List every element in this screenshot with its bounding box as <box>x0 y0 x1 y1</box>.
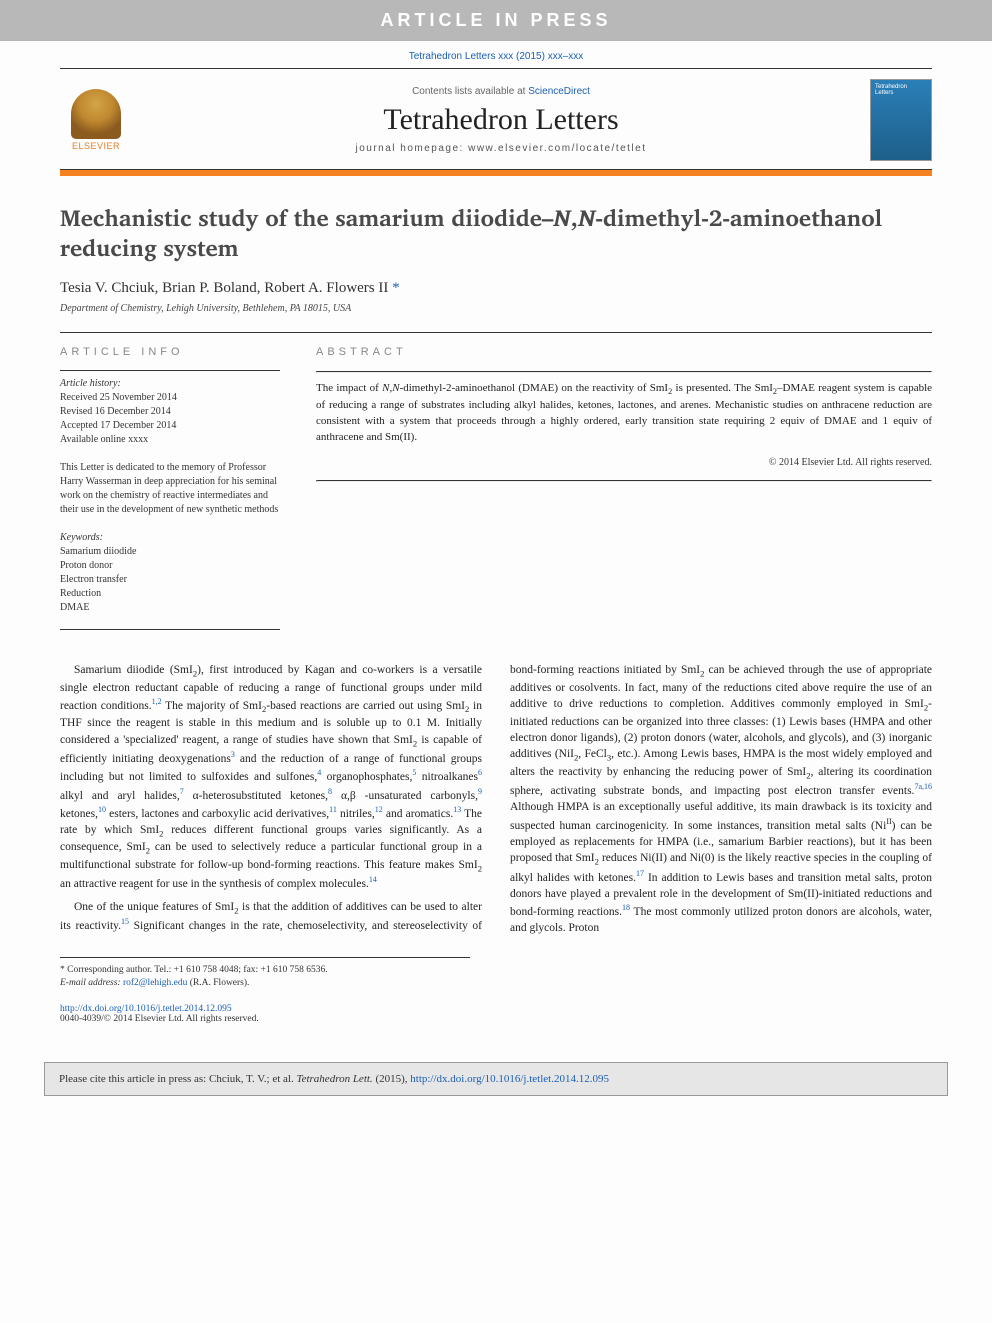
rule-abstract-bottom <box>316 480 932 482</box>
journal-name: Tetrahedron Letters <box>132 103 870 137</box>
online-date: Available online xxxx <box>60 434 148 445</box>
abstract-copyright: © 2014 Elsevier Ltd. All rights reserved… <box>316 456 932 471</box>
homepage-prefix: journal homepage: <box>355 143 468 154</box>
dedication: This Letter is dedicated to the memory o… <box>60 461 280 517</box>
elsevier-label: ELSEVIER <box>72 141 120 151</box>
citation-box: Please cite this article in press as: Ch… <box>44 1062 948 1096</box>
abstract-column: abstract The impact of N,N-dimethyl-2-am… <box>316 345 932 636</box>
homepage-line: journal homepage: www.elsevier.com/locat… <box>132 143 870 154</box>
article-title: Mechanistic study of the samarium diiodi… <box>60 204 932 264</box>
cite-journal: Tetrahedron Lett. <box>296 1073 372 1085</box>
doi-link[interactable]: http://dx.doi.org/10.1016/j.tetlet.2014.… <box>60 1004 232 1014</box>
cite-prefix: Please cite this article in press as: Ch… <box>59 1073 296 1085</box>
body-text: Samarium diiodide (SmI2), first introduc… <box>60 662 932 938</box>
email-line: E-mail address: rof2@lehigh.edu (R.A. Fl… <box>60 977 470 990</box>
author-list: Tesia V. Chciuk, Brian P. Boland, Robert… <box>60 280 932 297</box>
keyword: Electron transfer <box>60 574 127 585</box>
cover-thumb-title: Tetrahedron Letters <box>875 84 927 96</box>
homepage-url[interactable]: www.elsevier.com/locate/tetlet <box>468 143 646 154</box>
citation-line: Tetrahedron Letters xxx (2015) xxx–xxx <box>0 41 992 68</box>
article-history: Article history: Received 25 November 20… <box>60 377 280 447</box>
authors-text: Tesia V. Chciuk, Brian P. Boland, Robert… <box>60 280 388 296</box>
email-name: (R.A. Flowers). <box>190 978 250 988</box>
accepted-date: Accepted 17 December 2014 <box>60 420 176 431</box>
article-info-heading: article info <box>60 345 280 360</box>
orange-accent-bar <box>60 170 932 176</box>
rule-above-info <box>60 332 932 333</box>
email-link[interactable]: rof2@lehigh.edu <box>123 978 187 988</box>
contents-line: Contents lists available at ScienceDirec… <box>132 86 870 97</box>
rule-info <box>60 370 280 371</box>
footnotes: * Corresponding author. Tel.: +1 610 758… <box>60 957 470 991</box>
cite-year: (2015), <box>373 1073 411 1085</box>
keyword: Proton donor <box>60 560 113 571</box>
journal-cover-thumbnail[interactable]: Tetrahedron Letters <box>870 79 932 161</box>
rule-info-bottom <box>60 629 280 630</box>
revised-date: Revised 16 December 2014 <box>60 406 171 417</box>
corresponding-mark[interactable]: * <box>392 280 400 296</box>
email-label: E-mail address: <box>60 978 121 988</box>
article-in-press-banner: ARTICLE IN PRESS <box>0 0 992 41</box>
doi-block: http://dx.doi.org/10.1016/j.tetlet.2014.… <box>60 1004 470 1024</box>
article-info-column: article info Article history: Received 2… <box>60 345 280 636</box>
rule-abstract <box>316 371 932 373</box>
keywords-label: Keywords: <box>60 532 103 543</box>
issn-copyright: 0040-4039/© 2014 Elsevier Ltd. All right… <box>60 1014 259 1024</box>
corresponding-author: * Corresponding author. Tel.: +1 610 758… <box>60 964 470 977</box>
journal-header: ELSEVIER Contents lists available at Sci… <box>0 69 992 169</box>
keyword: Samarium diiodide <box>60 546 136 557</box>
affiliation: Department of Chemistry, Lehigh Universi… <box>60 303 932 314</box>
paragraph-1: Samarium diiodide (SmI2), first introduc… <box>60 662 482 892</box>
contents-prefix: Contents lists available at <box>412 86 528 97</box>
elsevier-tree-icon <box>71 89 121 139</box>
abstract-heading: abstract <box>316 345 932 361</box>
sciencedirect-link[interactable]: ScienceDirect <box>528 86 590 97</box>
keyword: DMAE <box>60 602 89 613</box>
abstract-text: The impact of N,N-dimethyl-2-aminoethano… <box>316 381 932 446</box>
keyword: Reduction <box>60 588 101 599</box>
cite-doi-link[interactable]: http://dx.doi.org/10.1016/j.tetlet.2014.… <box>410 1073 609 1085</box>
elsevier-logo[interactable]: ELSEVIER <box>60 81 132 159</box>
history-label: Article history: <box>60 378 121 389</box>
received-date: Received 25 November 2014 <box>60 392 177 403</box>
keywords-block: Keywords: Samarium diiodide Proton donor… <box>60 531 280 615</box>
